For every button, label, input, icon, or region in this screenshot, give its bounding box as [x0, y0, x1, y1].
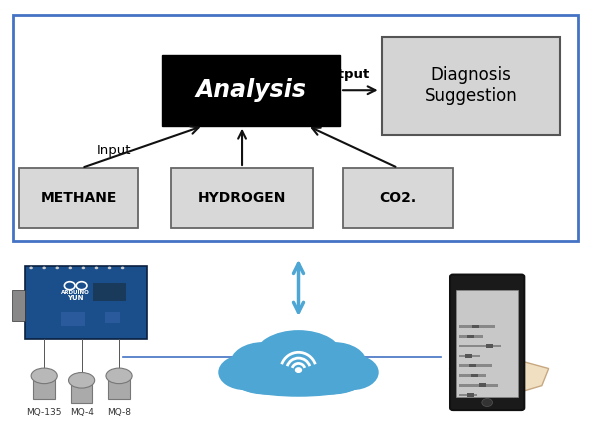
FancyBboxPatch shape — [456, 290, 518, 397]
Circle shape — [95, 266, 99, 269]
FancyBboxPatch shape — [470, 364, 478, 367]
Text: ARDUINO: ARDUINO — [61, 290, 90, 295]
Text: Input: Input — [97, 143, 131, 157]
FancyBboxPatch shape — [381, 37, 560, 135]
Ellipse shape — [106, 368, 132, 384]
Circle shape — [121, 266, 124, 269]
FancyBboxPatch shape — [162, 55, 340, 126]
FancyBboxPatch shape — [94, 283, 126, 301]
Ellipse shape — [69, 372, 95, 388]
Ellipse shape — [233, 363, 298, 395]
Circle shape — [482, 399, 493, 406]
FancyBboxPatch shape — [171, 168, 313, 228]
FancyBboxPatch shape — [475, 325, 481, 329]
FancyBboxPatch shape — [33, 379, 55, 399]
FancyBboxPatch shape — [472, 344, 479, 348]
Circle shape — [29, 266, 33, 269]
FancyBboxPatch shape — [25, 266, 147, 339]
FancyBboxPatch shape — [479, 384, 487, 387]
FancyBboxPatch shape — [459, 354, 480, 357]
FancyBboxPatch shape — [459, 325, 494, 328]
Polygon shape — [450, 342, 549, 410]
Circle shape — [56, 266, 59, 269]
FancyBboxPatch shape — [465, 393, 472, 397]
Text: MQ-4: MQ-4 — [70, 408, 94, 417]
Circle shape — [107, 266, 111, 269]
Circle shape — [296, 368, 301, 372]
FancyBboxPatch shape — [459, 364, 491, 367]
Circle shape — [82, 266, 85, 269]
FancyBboxPatch shape — [470, 374, 478, 377]
Text: Analysis: Analysis — [195, 78, 306, 102]
FancyBboxPatch shape — [459, 335, 483, 337]
Circle shape — [69, 266, 72, 269]
Text: Output: Output — [317, 68, 369, 81]
Text: MQ-135: MQ-135 — [26, 408, 62, 417]
FancyBboxPatch shape — [459, 394, 477, 396]
Ellipse shape — [301, 342, 367, 385]
Text: METHANE: METHANE — [41, 191, 117, 205]
FancyBboxPatch shape — [108, 379, 130, 399]
FancyBboxPatch shape — [459, 374, 486, 377]
FancyBboxPatch shape — [106, 312, 120, 324]
FancyBboxPatch shape — [343, 168, 453, 228]
Ellipse shape — [31, 368, 57, 384]
Text: MQ-8: MQ-8 — [107, 408, 131, 417]
FancyBboxPatch shape — [450, 274, 524, 410]
Ellipse shape — [254, 330, 343, 384]
FancyBboxPatch shape — [467, 354, 475, 358]
FancyBboxPatch shape — [12, 290, 25, 321]
Text: Diagnosis
Suggestion: Diagnosis Suggestion — [424, 67, 517, 105]
Ellipse shape — [230, 342, 296, 385]
FancyBboxPatch shape — [459, 384, 497, 387]
Ellipse shape — [219, 354, 272, 390]
Text: HYDROGEN: HYDROGEN — [198, 191, 286, 205]
Ellipse shape — [325, 354, 378, 390]
FancyBboxPatch shape — [459, 345, 500, 347]
FancyBboxPatch shape — [470, 334, 478, 338]
FancyBboxPatch shape — [19, 168, 138, 228]
Ellipse shape — [298, 363, 364, 395]
Text: CO2.: CO2. — [380, 191, 417, 205]
FancyBboxPatch shape — [61, 312, 85, 326]
Ellipse shape — [227, 361, 370, 397]
Text: YUN: YUN — [67, 295, 84, 301]
Circle shape — [42, 266, 46, 269]
FancyBboxPatch shape — [71, 384, 93, 403]
